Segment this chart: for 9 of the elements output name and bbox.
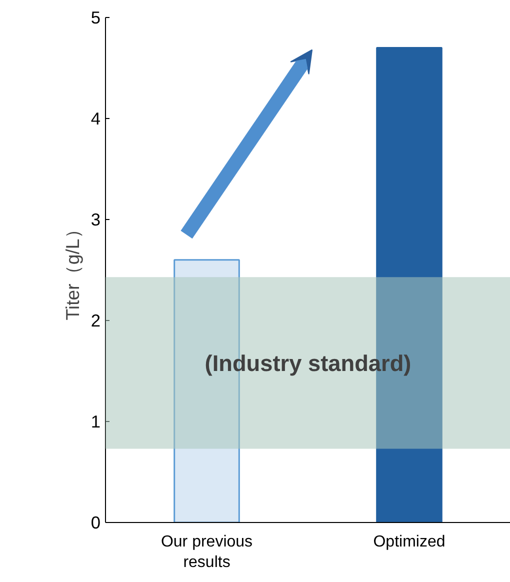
x-tick-label: Optimized <box>373 534 446 550</box>
y-axis-title: Titer（g/L） <box>62 220 83 320</box>
y-tick-label: 0 <box>90 512 101 532</box>
y-tick-label: 4 <box>90 108 101 128</box>
y-tick-label: 1 <box>90 412 101 432</box>
y-tick-label: 5 <box>90 8 101 28</box>
x-tick-label: Our previous results <box>160 534 253 571</box>
y-tick-label: 3 <box>90 210 101 230</box>
y-tick-label: 2 <box>90 310 101 330</box>
